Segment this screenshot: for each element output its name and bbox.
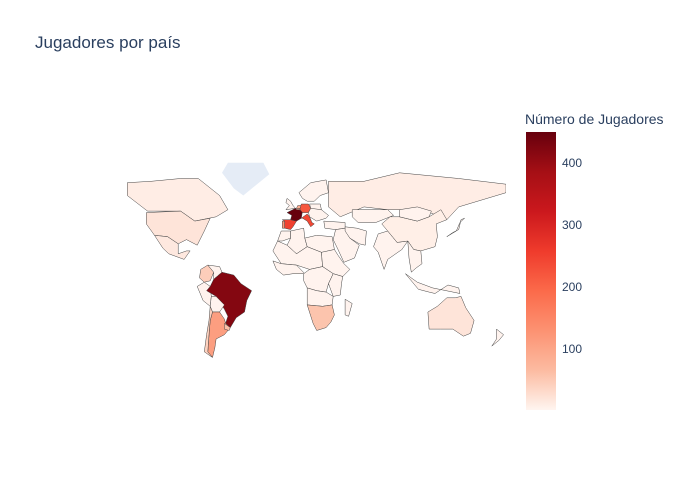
country-kazajistán[interactable] <box>351 209 395 223</box>
country-escandinavia[interactable] <box>298 179 329 202</box>
colorbar-ramp <box>526 132 556 410</box>
country-nueva-zelanda[interactable] <box>491 328 504 347</box>
country-rusia[interactable] <box>328 172 507 220</box>
country-australia[interactable] <box>427 296 475 337</box>
country-estados-unidos[interactable] <box>146 210 211 246</box>
country-perú[interactable] <box>196 281 212 307</box>
country-marruecos[interactable] <box>277 230 291 242</box>
country-reino-unido[interactable] <box>285 197 296 211</box>
country-uruguay[interactable] <box>224 322 231 331</box>
page-title: Jugadores por país <box>35 33 181 52</box>
country-india[interactable] <box>373 230 409 271</box>
colorbar-tick-100: 100 <box>562 341 583 356</box>
country-japón[interactable] <box>446 217 465 237</box>
country-chile[interactable] <box>204 306 213 358</box>
colorbar <box>526 132 556 410</box>
colorbar-title: Número de Jugadores <box>525 111 664 127</box>
country-portugal[interactable] <box>282 220 285 229</box>
country-méxico[interactable] <box>154 234 191 260</box>
country-madagascar[interactable] <box>344 298 353 317</box>
world-choropleth-map[interactable] <box>80 160 506 366</box>
country-italia[interactable] <box>300 213 315 228</box>
country-canadá[interactable] <box>127 178 229 222</box>
country-mongolia[interactable] <box>399 206 432 222</box>
country-europa-del-este[interactable] <box>308 208 329 222</box>
country-irán[interactable] <box>344 226 367 246</box>
country-áfrica-occidental[interactable] <box>272 260 306 276</box>
country-groenlandia[interactable] <box>222 162 270 196</box>
country-sudáfrica[interactable] <box>306 304 335 331</box>
country-sudeste-asiático[interactable] <box>407 240 423 273</box>
country-áfrica-oriental[interactable] <box>328 273 343 297</box>
country-brasil[interactable] <box>206 271 252 328</box>
country-áfrica-central[interactable] <box>303 266 334 293</box>
map-canvas[interactable] <box>80 160 506 366</box>
country-turquía[interactable] <box>323 220 346 230</box>
colorbar-tick-200: 200 <box>562 279 583 294</box>
colorbar-tick-300: 300 <box>562 217 583 232</box>
colorbar-tick-400: 400 <box>562 155 583 170</box>
country-indonesia[interactable] <box>405 273 461 294</box>
country-francia[interactable] <box>286 208 303 222</box>
